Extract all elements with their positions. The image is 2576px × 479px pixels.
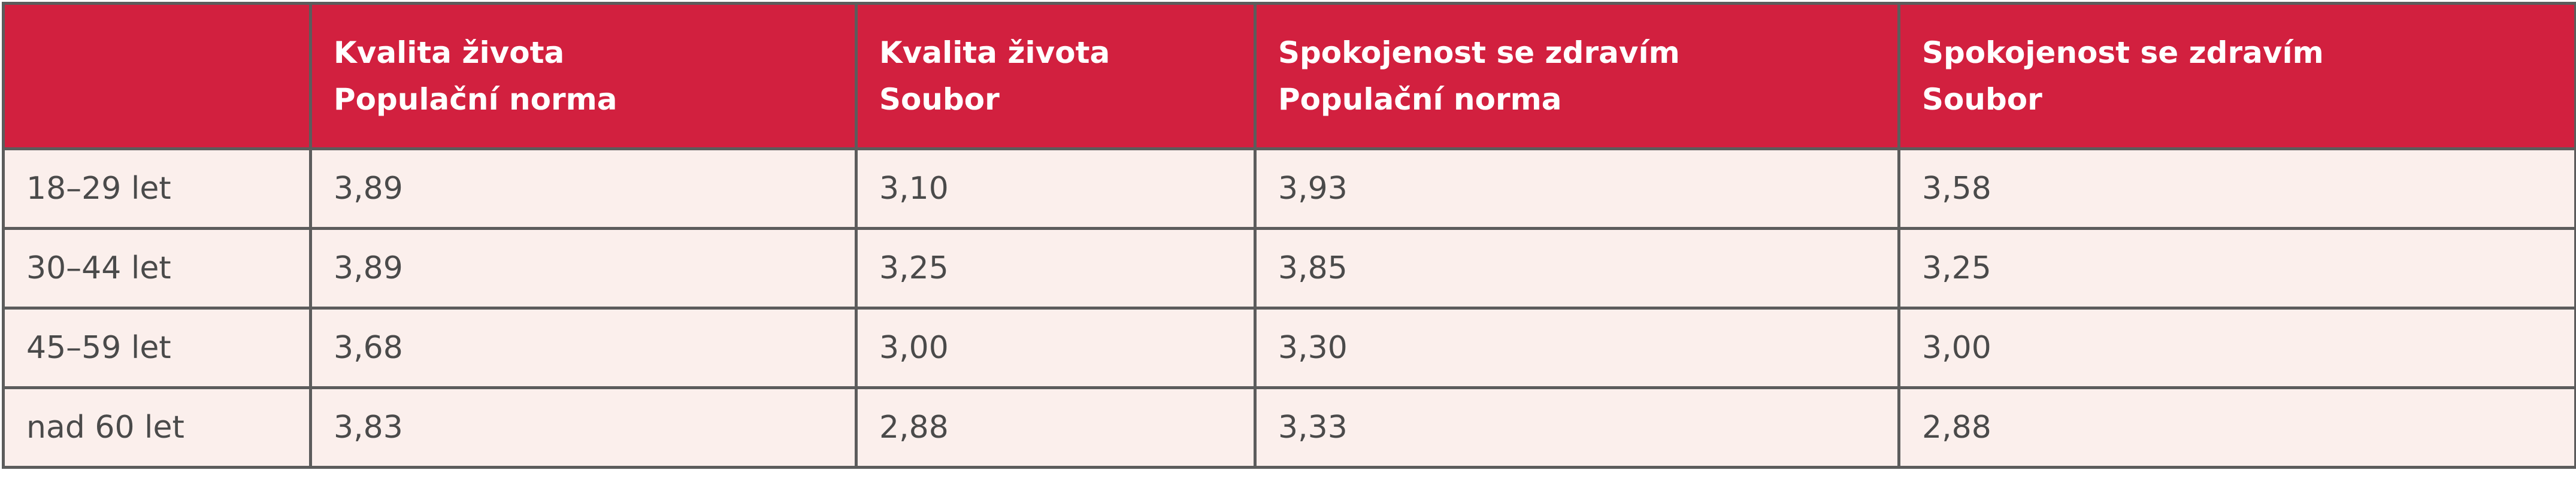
header-cell-empty (2, 2, 312, 150)
table-cell: 3,10 (855, 147, 1257, 230)
table-cell: 3,89 (309, 227, 858, 310)
header-text: Populační norma (334, 82, 617, 117)
table-row: 30–44 let 3,89 3,25 3,85 3,25 (2, 227, 2576, 310)
row-label: 18–29 let (2, 147, 312, 230)
header-text: Soubor (879, 82, 1000, 117)
header-text: Soubor (1922, 82, 2042, 117)
header-text: Spokojenost se zdravím (1278, 35, 1680, 70)
table-cell: 3,93 (1254, 147, 1900, 230)
data-table: Kvalita života Populační norma Kvalita živ… (2, 2, 2576, 469)
header-cell: Spokojenost se zdravím Soubor (1897, 2, 2576, 150)
table-body: 18–29 let 3,89 3,10 3,93 3,58 30–44 let 3,89 3,… (2, 147, 2576, 469)
table-cell: 3,25 (855, 227, 1257, 310)
header-text: Populační norma (1278, 82, 1562, 117)
row-label: 30–44 let (2, 227, 312, 310)
header-cell: Spokojenost se zdravím Populační norma (1254, 2, 1900, 150)
table-cell: 3,58 (1897, 147, 2576, 230)
header-text: Spokojenost se zdravím (1922, 35, 2324, 70)
row-label: nad 60 let (2, 386, 312, 469)
table-cell: 3,68 (309, 307, 858, 389)
table-cell: 3,00 (1897, 307, 2576, 389)
table-row: 45–59 let 3,68 3,00 3,30 3,00 (2, 307, 2576, 389)
header-text: Kvalita života (879, 35, 1110, 70)
table-cell: 2,88 (1897, 386, 2576, 469)
table-row: nad 60 let 3,83 2,88 3,33 2,88 (2, 386, 2576, 469)
row-label: 45–59 let (2, 307, 312, 389)
table-cell: 3,83 (309, 386, 858, 469)
header-row: Kvalita života Populační norma Kvalita živ… (2, 2, 2576, 150)
table-cell: 3,30 (1254, 307, 1900, 389)
table-cell: 3,33 (1254, 386, 1900, 469)
header-text: Kvalita života (334, 35, 565, 70)
table-cell: 3,85 (1254, 227, 1900, 310)
header-cell: Kvalita života Soubor (855, 2, 1257, 150)
table-cell: 2,88 (855, 386, 1257, 469)
table-row: 18–29 let 3,89 3,10 3,93 3,58 (2, 147, 2576, 230)
table-cell: 3,89 (309, 147, 858, 230)
table-cell: 3,00 (855, 307, 1257, 389)
header-cell: Kvalita života Populační norma (309, 2, 858, 150)
table-cell: 3,25 (1897, 227, 2576, 310)
